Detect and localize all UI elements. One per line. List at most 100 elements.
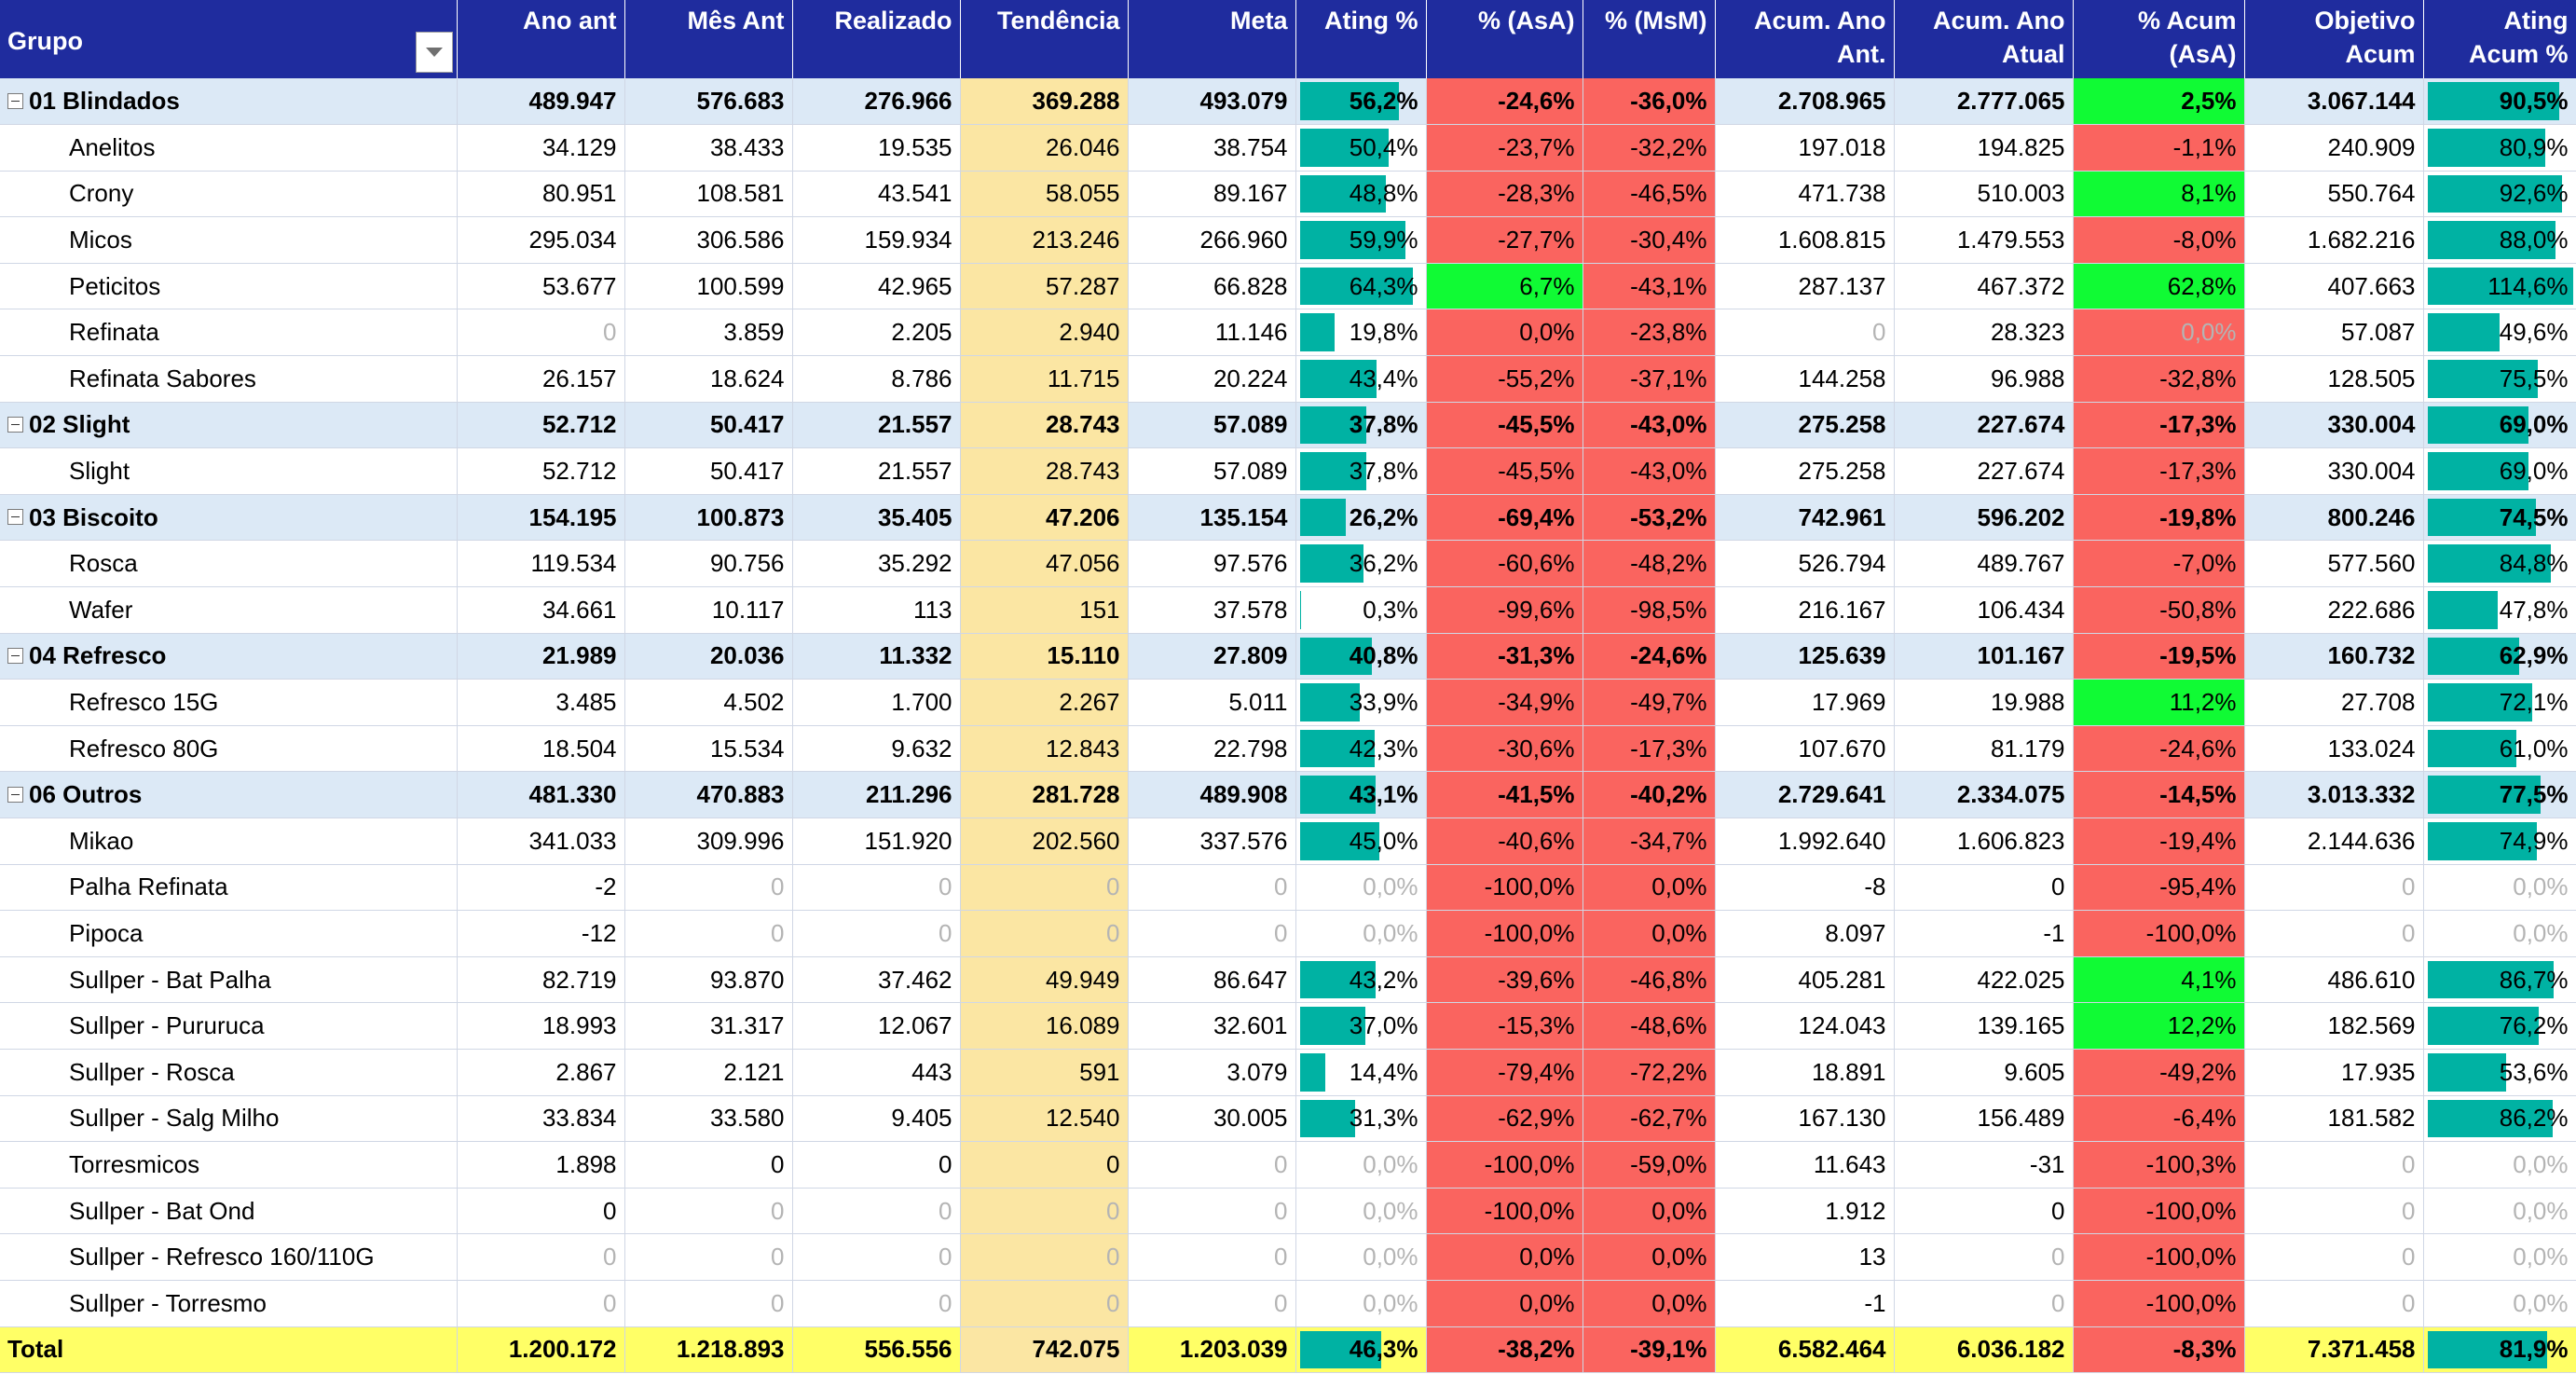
header-mes-ant[interactable]: Mês Ant bbox=[624, 0, 793, 78]
row-label-text: Sullper - Refresco 160/110G bbox=[69, 1243, 375, 1271]
cell-objetivo-acum: 330.004 bbox=[2244, 447, 2424, 495]
collapse-minus-icon[interactable] bbox=[7, 417, 23, 433]
cell-ano-ant: 18.993 bbox=[457, 1002, 625, 1050]
table-row: Peticitos 53.677 100.599 42.965 57.287 66.828… bbox=[0, 263, 2576, 310]
cell-ating: 43,4% bbox=[1295, 355, 1427, 403]
row-label[interactable]: 04 Refresco bbox=[0, 633, 458, 680]
cell-value: 40,8% bbox=[1349, 641, 1418, 670]
cell-msm: -17,3% bbox=[1583, 725, 1716, 773]
cell-acum-ano-ant: 8.097 bbox=[1715, 910, 1895, 957]
cell-acum-ano-ant: 2.708.965 bbox=[1715, 78, 1895, 126]
row-label[interactable]: 01 Blindados bbox=[0, 78, 458, 126]
cell-meta: 5.011 bbox=[1128, 679, 1296, 726]
collapse-minus-icon[interactable] bbox=[7, 92, 23, 109]
cell-meta: 37.578 bbox=[1128, 586, 1296, 634]
filter-dropdown-icon[interactable] bbox=[415, 32, 453, 73]
data-bar bbox=[1299, 82, 1399, 121]
cell-value: 0,0% bbox=[1363, 918, 1418, 947]
cell-value: 43,2% bbox=[1349, 965, 1418, 994]
cell-mes-ant: 470.883 bbox=[624, 771, 793, 818]
header-realizado[interactable]: Realizado bbox=[792, 0, 961, 78]
cell-acum-asa: -14,5% bbox=[2073, 771, 2245, 818]
cell-mes-ant: 15.534 bbox=[624, 725, 793, 773]
header-meta[interactable]: Meta bbox=[1128, 0, 1296, 78]
row-label[interactable]: 03 Biscoito bbox=[0, 494, 458, 542]
data-bar bbox=[2427, 776, 2541, 814]
data-bar bbox=[2427, 1007, 2539, 1045]
collapse-minus-icon[interactable] bbox=[7, 648, 23, 665]
cell-realizado: 37.462 bbox=[792, 956, 961, 1004]
header-ating[interactable]: Ating % bbox=[1295, 0, 1427, 78]
cell-value: 76,2% bbox=[2499, 1011, 2569, 1040]
row-label-text: 03 Biscoito bbox=[29, 502, 158, 531]
cell-msm: -36,0% bbox=[1583, 78, 1716, 126]
cell-ating: 0,0% bbox=[1295, 910, 1427, 957]
cell-ating-acum: 49,6% bbox=[2423, 309, 2576, 357]
header-ating-acum[interactable]: Ating Acum % bbox=[2423, 0, 2576, 78]
cell-ano-ant: 0 bbox=[457, 1280, 625, 1327]
cell-ating-acum: 0,0% bbox=[2423, 1280, 2576, 1327]
cell-acum-ano-atual: 96.988 bbox=[1894, 355, 2074, 403]
cell-ating-acum: 84,8% bbox=[2423, 540, 2576, 588]
cell-acum-ano-atual: 28.323 bbox=[1894, 309, 2074, 357]
data-bar bbox=[2427, 729, 2516, 768]
cell-msm: -40,2% bbox=[1583, 771, 1716, 818]
header-acum-ano-atual[interactable]: Acum. Ano Atual bbox=[1894, 0, 2074, 78]
row-label: Sullper - Salg Milho bbox=[0, 1095, 458, 1143]
cell-mes-ant: 4.502 bbox=[624, 679, 793, 726]
cell-acum-asa: -6,4% bbox=[2073, 1095, 2245, 1143]
cell-value: 45,0% bbox=[1349, 826, 1418, 855]
cell-objetivo-acum: 182.569 bbox=[2244, 1002, 2424, 1050]
cell-meta: 0 bbox=[1128, 1280, 1296, 1327]
cell-mes-ant: 0 bbox=[624, 1141, 793, 1189]
cell-acum-ano-ant: 216.167 bbox=[1715, 586, 1895, 634]
cell-asa: -15,3% bbox=[1426, 1002, 1583, 1050]
cell-ano-ant: 3.485 bbox=[457, 679, 625, 726]
cell-asa: -62,9% bbox=[1426, 1095, 1583, 1143]
collapse-minus-icon[interactable] bbox=[7, 509, 23, 526]
cell-msm: -62,7% bbox=[1583, 1095, 1716, 1143]
cell-tendencia: 0 bbox=[960, 1141, 1129, 1189]
cell-meta: 0 bbox=[1128, 1141, 1296, 1189]
header-msm[interactable]: % (MsM) bbox=[1583, 0, 1716, 78]
cell-acum-ano-atual: 194.825 bbox=[1894, 124, 2074, 172]
cell-tendencia: 0 bbox=[960, 910, 1129, 957]
row-label: Sullper - Rosca bbox=[0, 1049, 458, 1096]
data-bar bbox=[2427, 683, 2532, 721]
header-acum-asa[interactable]: % Acum (AsA) bbox=[2073, 0, 2245, 78]
data-bar bbox=[1299, 729, 1375, 768]
cell-ating: 14,4% bbox=[1295, 1049, 1427, 1096]
row-label-text: Peticitos bbox=[69, 271, 161, 300]
cell-msm: 0,0% bbox=[1583, 1233, 1716, 1281]
data-bar bbox=[2427, 544, 2551, 584]
cell-acum-asa: -24,6% bbox=[2073, 725, 2245, 773]
row-label[interactable]: 06 Outros bbox=[0, 771, 458, 818]
cell-asa: -45,5% bbox=[1426, 447, 1583, 495]
header-grupo[interactable]: Grupo bbox=[0, 0, 458, 78]
cell-value: 53,6% bbox=[2499, 1057, 2569, 1086]
row-label: Sullper - Refresco 160/110G bbox=[0, 1233, 458, 1281]
header-objetivo-acum[interactable]: Objetivo Acum bbox=[2244, 0, 2424, 78]
header-ano-ant[interactable]: Ano ant bbox=[457, 0, 625, 78]
cell-mes-ant: 0 bbox=[624, 1233, 793, 1281]
row-label[interactable]: 02 Slight bbox=[0, 402, 458, 449]
collapse-minus-icon[interactable] bbox=[7, 786, 23, 803]
header-acum-ano-ant[interactable]: Acum. Ano Ant. bbox=[1715, 0, 1895, 78]
cell-meta: 135.154 bbox=[1128, 494, 1296, 542]
cell-value: 59,9% bbox=[1349, 226, 1418, 254]
header-asa[interactable]: % (AsA) bbox=[1426, 0, 1583, 78]
cell-acum-asa: -50,8% bbox=[2073, 586, 2245, 634]
row-label-text: Sullper - Bat Palha bbox=[69, 965, 271, 994]
cell-ano-ant: 0 bbox=[457, 1188, 625, 1235]
cell-value: 0,0% bbox=[2513, 1149, 2569, 1178]
cell-acum-ano-ant: 124.043 bbox=[1715, 1002, 1895, 1050]
cell-acum-asa: -1,1% bbox=[2073, 124, 2245, 172]
table-row: Mikao 341.033 309.996 151.920 202.560 337.576… bbox=[0, 818, 2576, 865]
cell-realizado: 12.067 bbox=[792, 1002, 961, 1050]
header-tendencia[interactable]: Tendência bbox=[960, 0, 1129, 78]
cell-acum-ano-atual: 0 bbox=[1894, 1233, 2074, 1281]
cell-ating-acum: 69,0% bbox=[2423, 402, 2576, 449]
cell-value: 48,8% bbox=[1349, 179, 1418, 208]
cell-acum-asa: 62,8% bbox=[2073, 263, 2245, 310]
cell-value: 37,8% bbox=[1349, 457, 1418, 486]
